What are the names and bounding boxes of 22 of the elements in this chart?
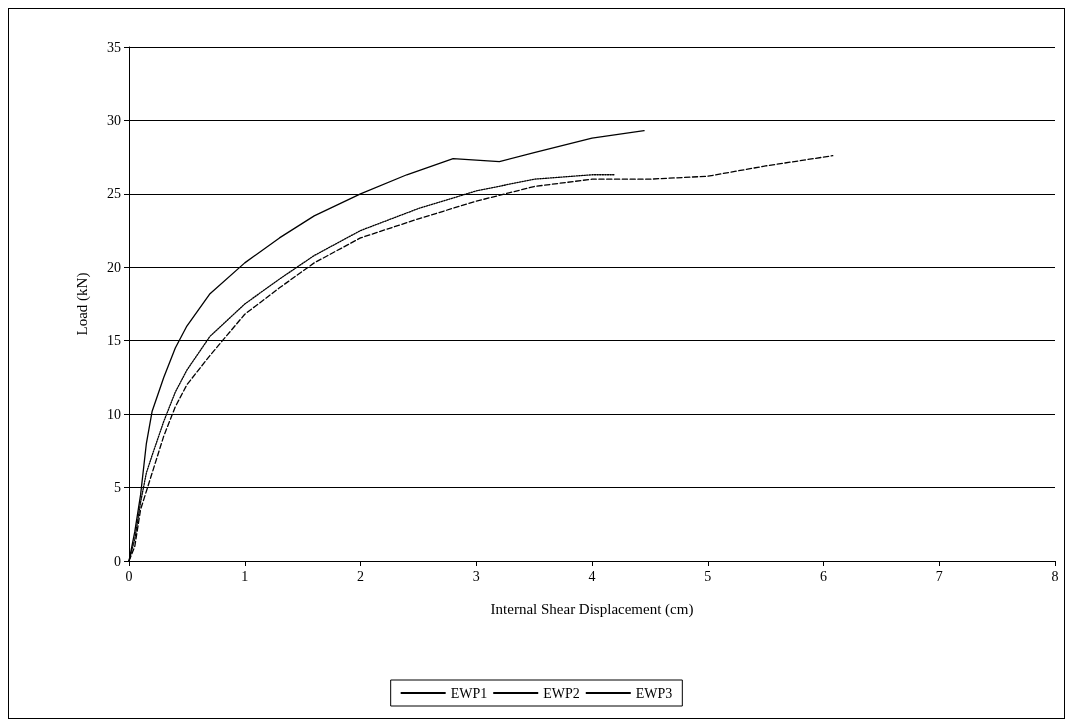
y-tick-label: 30 [107,112,121,128]
x-tick-label: 1 [241,568,249,584]
x-tick-label: 3 [472,568,480,584]
x-tick-label: 8 [1051,568,1059,584]
y-tick-label: 20 [107,259,121,275]
y-tick-label: 25 [107,186,121,202]
x-tick-label: 0 [125,568,133,584]
y-axis-title: Load (kN) [73,272,91,336]
y-tick-label: 35 [107,39,121,55]
x-tick-label: 7 [935,568,943,584]
y-tick-label: 15 [107,333,121,349]
legend-label: EWP3 [635,685,673,701]
x-tick-label: 6 [820,568,827,584]
x-axis-title: Internal Shear Displacement (cm) [490,600,694,618]
y-tick-label: 0 [114,553,121,569]
legend-label: EWP2 [543,685,580,701]
y-tick-label: 10 [107,406,121,422]
y-tick-label: 5 [114,480,121,496]
x-tick-label: 5 [704,568,712,584]
x-tick-label: 2 [357,568,364,584]
legend-label: EWP1 [450,685,488,701]
x-tick-label: 4 [588,568,596,584]
